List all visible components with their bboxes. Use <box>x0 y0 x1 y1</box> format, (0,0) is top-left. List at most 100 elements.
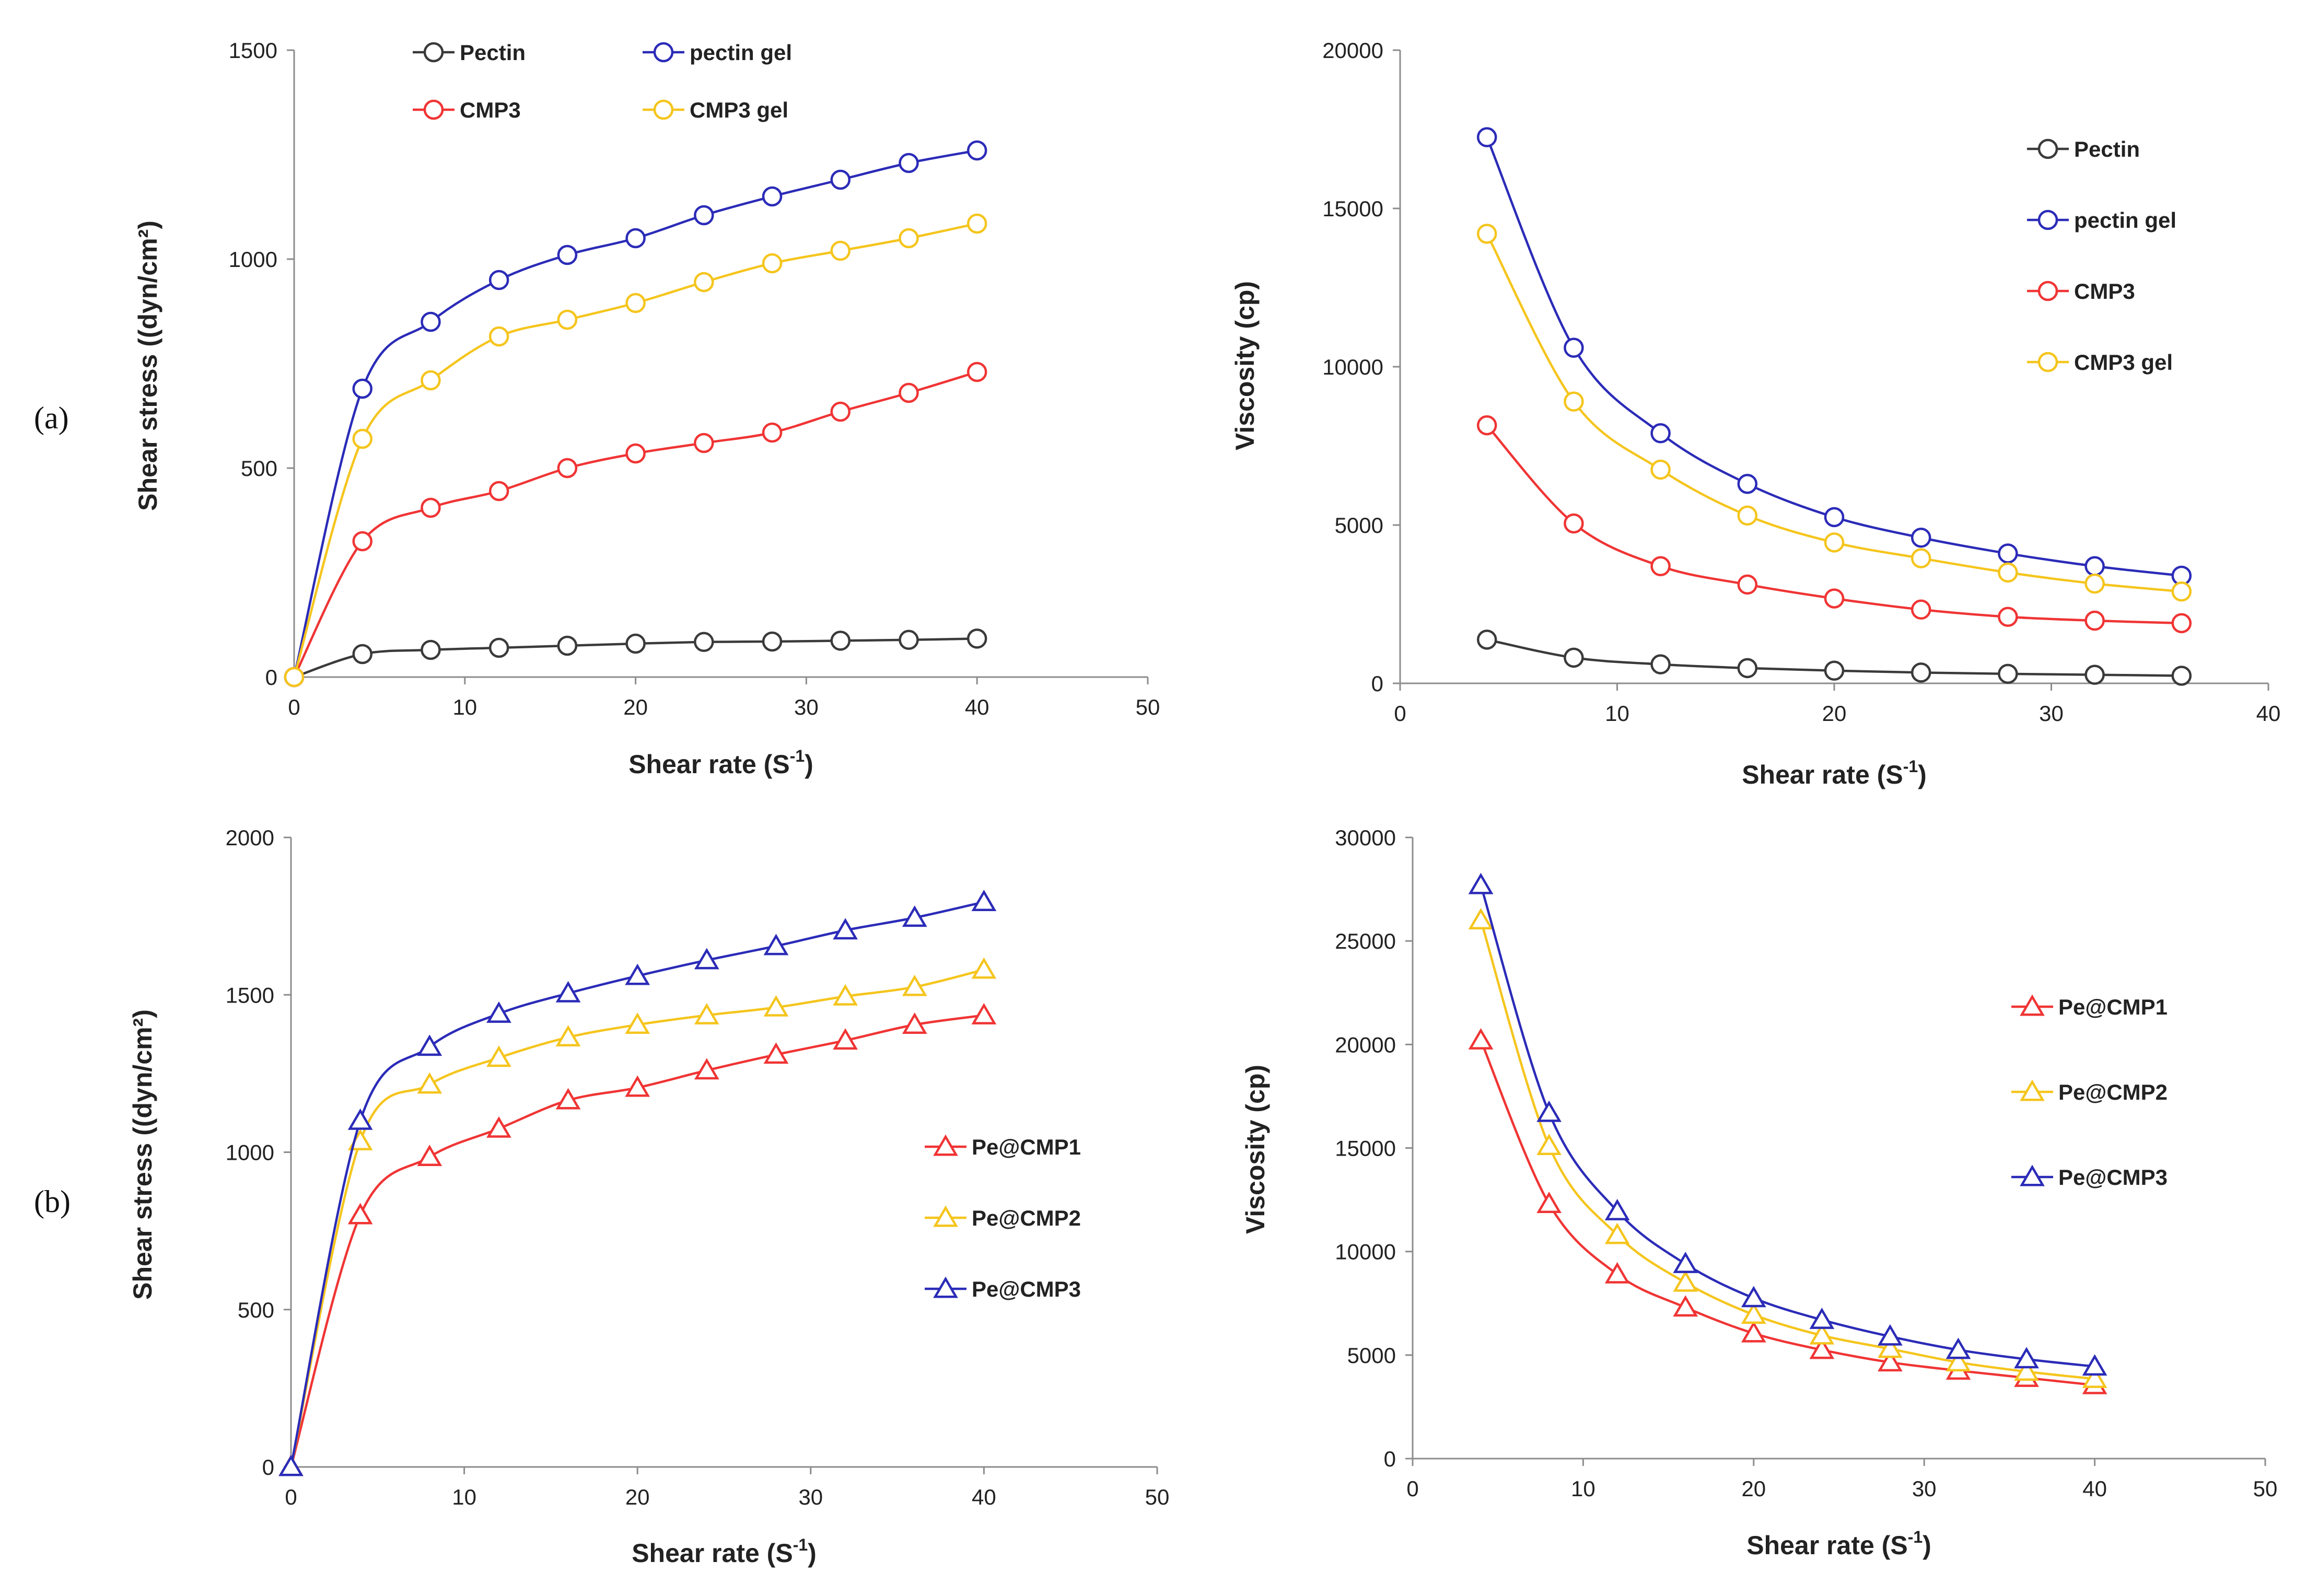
data-point <box>1650 654 1671 674</box>
data-point <box>1650 556 1671 577</box>
legend-label: CMP3 gel <box>690 98 788 122</box>
series-pe-cmp3 <box>1468 872 2107 1376</box>
legend-marker <box>653 42 674 63</box>
y-tick-label: 5000 <box>1347 1343 1396 1368</box>
x-tick-label: 50 <box>1136 695 1160 719</box>
data-point <box>347 1203 373 1225</box>
data-point <box>1564 513 1584 534</box>
legend-item: pectin gel <box>643 40 792 65</box>
x-tick-label: 30 <box>2039 701 2064 726</box>
legend-marker <box>2020 994 2045 1016</box>
y-axis-title: Viscosity (cp) <box>1230 281 1260 450</box>
x-axis-title-close: ) <box>1923 1531 1931 1560</box>
data-point <box>1737 505 1758 526</box>
data-point <box>833 1028 858 1050</box>
legend-label: Pe@CMP3 <box>2058 1165 2168 1190</box>
data-point <box>417 1072 442 1094</box>
legend-marker <box>2037 209 2058 230</box>
data-point <box>625 293 646 313</box>
data-point <box>1911 599 1931 620</box>
x-axis-title: Shear rate (S-1) <box>632 1535 817 1568</box>
data-point <box>694 433 714 453</box>
data-point <box>1476 127 1497 147</box>
series-pe-cmp2 <box>1468 908 2107 1388</box>
legend-label: Pe@CMP3 <box>972 1277 1081 1301</box>
data-point <box>762 422 783 443</box>
data-point <box>1737 574 1758 595</box>
legend-label: Pe@CMP1 <box>972 1135 1081 1159</box>
data-point <box>1536 1192 1562 1213</box>
data-point <box>899 630 919 650</box>
data-point <box>1824 660 1845 681</box>
series-pe-cmp1 <box>278 1003 997 1476</box>
series-cmp3 <box>1476 415 2192 634</box>
data-point <box>625 1012 650 1034</box>
data-point <box>902 974 927 996</box>
panel-label-a: (a) <box>34 401 69 435</box>
series-line <box>289 901 984 1467</box>
data-point <box>762 631 783 652</box>
x-axis-title-close: ) <box>808 1539 817 1568</box>
data-point <box>1476 224 1497 244</box>
legend-label: pectin gel <box>690 40 792 65</box>
x-tick-label: 50 <box>1145 1485 1170 1509</box>
data-point <box>1911 662 1931 683</box>
legend-item: CMP3 <box>2027 279 2135 304</box>
legend-marker <box>2037 138 2058 159</box>
y-tick-label: 2000 <box>226 825 274 850</box>
x-tick-label: 40 <box>2082 1476 2107 1501</box>
series-line <box>1480 1040 2095 1387</box>
data-point <box>1998 562 2018 583</box>
y-tick-label: 500 <box>241 456 277 481</box>
legend-marker <box>2020 1164 2045 1186</box>
legend-item: Pe@CMP2 <box>925 1205 1081 1230</box>
data-point <box>347 1108 373 1130</box>
legend-label: Pe@CMP1 <box>2058 995 2168 1019</box>
data-point <box>2084 665 2105 685</box>
x-tick-label: 0 <box>1406 1476 1418 1501</box>
x-tick-label: 0 <box>285 1485 297 1509</box>
legend-label: CMP3 <box>2074 279 2135 304</box>
data-point <box>1468 908 1494 929</box>
legend-item: Pe@CMP3 <box>925 1276 1081 1301</box>
data-point <box>1476 415 1497 436</box>
data-point <box>899 382 919 403</box>
data-point <box>352 378 372 399</box>
x-tick-label: 20 <box>1741 1476 1766 1501</box>
x-axis-title: Shear rate (S-1) <box>1742 757 1927 789</box>
x-tick-label: 10 <box>452 695 477 719</box>
data-point <box>1878 1324 1903 1346</box>
data-point <box>763 1042 789 1064</box>
data-point <box>284 667 305 688</box>
x-tick-label: 30 <box>1912 1476 1937 1501</box>
data-point <box>352 644 372 665</box>
data-point <box>278 1454 304 1476</box>
y-axis-title: Shear stress ((dyn/cm²) <box>128 1009 157 1300</box>
legend-marker <box>653 99 674 120</box>
legend-label: Pectin <box>2074 137 2140 161</box>
data-point <box>625 633 646 654</box>
legend-item: Pe@CMP3 <box>2011 1164 2168 1190</box>
data-point <box>625 963 650 985</box>
data-point <box>488 326 509 347</box>
data-point <box>1741 1302 1766 1324</box>
legend-marker <box>423 99 444 120</box>
data-point <box>557 458 578 479</box>
data-point <box>1824 507 1845 528</box>
legend-label: CMP3 gel <box>2074 350 2173 375</box>
y-tick-label: 1500 <box>229 38 277 63</box>
data-point <box>2014 1359 2039 1381</box>
y-axis-title: Shear stress ((dyn/cm²) <box>133 220 162 511</box>
chart-b-viscosity: 0 10 20 30 40 50 0 5000 10000 15000 20000 25000 3000… <box>1241 825 2277 1560</box>
legend-marker <box>2037 281 2058 301</box>
data-point <box>966 362 987 382</box>
data-point <box>486 1045 511 1067</box>
y-tick-label: 1500 <box>226 983 274 1007</box>
legend-label: Pectin <box>460 40 526 65</box>
series-line <box>289 968 984 1467</box>
data-point <box>762 186 783 207</box>
data-point <box>1604 1262 1630 1284</box>
data-point <box>2084 573 2105 594</box>
